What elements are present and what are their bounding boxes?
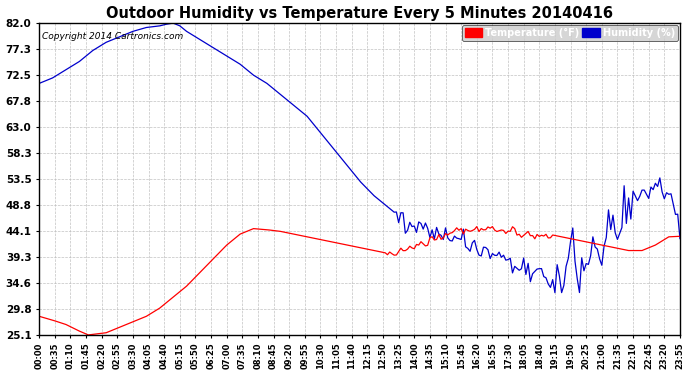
Title: Outdoor Humidity vs Temperature Every 5 Minutes 20140416: Outdoor Humidity vs Temperature Every 5 … xyxy=(106,6,613,21)
Text: Copyright 2014 Cartronics.com: Copyright 2014 Cartronics.com xyxy=(42,33,184,42)
Legend: Temperature (°F), Humidity (%): Temperature (°F), Humidity (%) xyxy=(462,25,678,41)
